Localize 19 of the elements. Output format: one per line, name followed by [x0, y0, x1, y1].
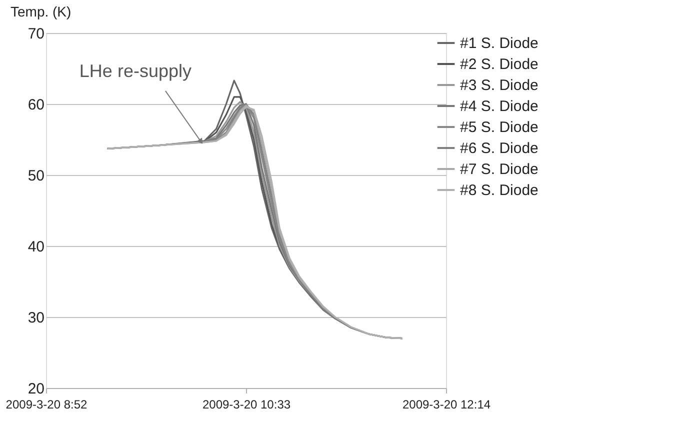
legend-label: #4 S. Diode	[460, 98, 538, 115]
legend-label: #1 S. Diode	[460, 35, 538, 52]
x-tick-label: 2009-3-20 10:33	[202, 398, 291, 412]
y-tick-label: 40	[28, 238, 44, 256]
legend-label: #8 S. Diode	[460, 182, 538, 199]
y-tick-label: 50	[28, 168, 44, 184]
x-tick-label: 2009-3-20 8:52	[6, 398, 88, 412]
y-tick-label: 60	[28, 96, 44, 114]
legend-label: #6 S. Diode	[460, 140, 538, 157]
legend-label: #2 S. Diode	[460, 56, 538, 73]
x-tick-label: 2009-3-20 12:14	[402, 398, 491, 412]
y-axis-title: Temp. (K)	[10, 4, 72, 20]
legend-label: #5 S. Diode	[460, 119, 538, 136]
y-tick-label: 70	[28, 26, 44, 42]
y-tick-label: 30	[28, 310, 44, 326]
y-tick-label: 20	[28, 380, 44, 398]
legend-label: #7 S. Diode	[460, 161, 538, 178]
annotation: LHe re-supply	[79, 60, 192, 81]
legend-label: #3 S. Diode	[460, 77, 538, 94]
